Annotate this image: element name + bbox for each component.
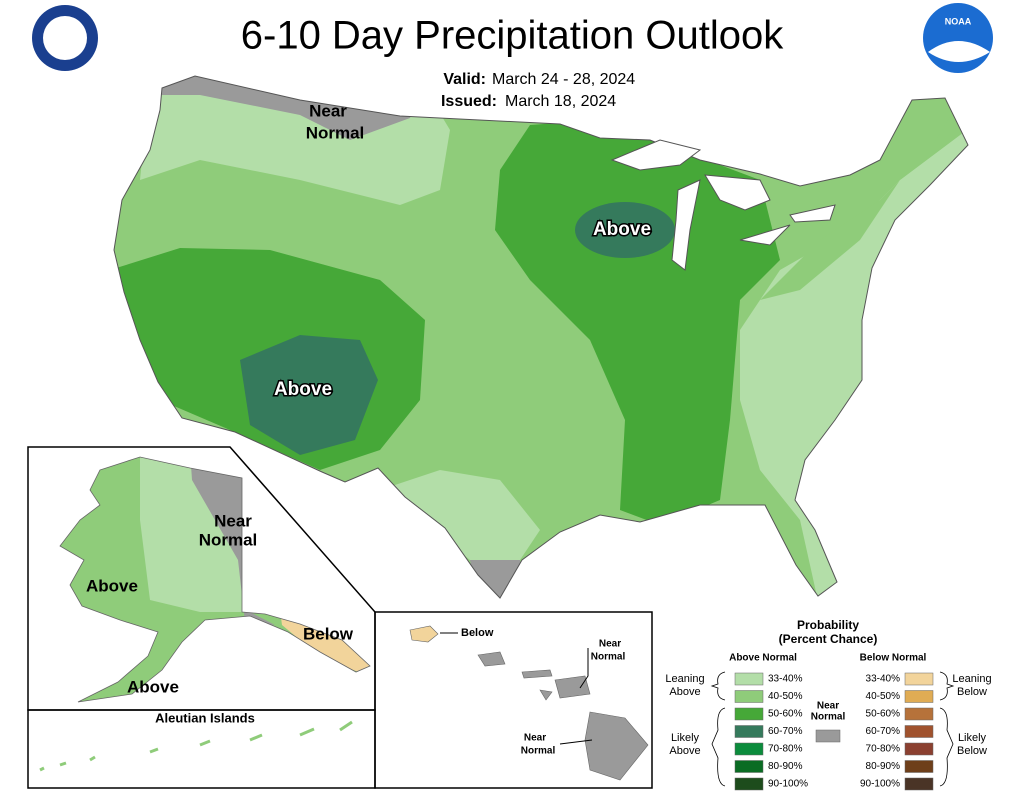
legend-swatch <box>815 729 841 743</box>
commerce-seal-inner <box>43 16 87 60</box>
legend-brace <box>710 671 955 787</box>
legend-title: (Percent Chance) <box>779 632 878 646</box>
legend-group: Likely <box>958 732 987 744</box>
hawaii-box <box>374 611 653 789</box>
issued-date: March 18, 2024 <box>505 93 616 110</box>
legend-bin-label: 80-90% <box>866 761 901 772</box>
legend-swatch <box>904 672 934 686</box>
region <box>760 100 968 300</box>
legend-bin-label: 90-100% <box>768 779 808 790</box>
legend-bin-label: 40-50% <box>768 691 803 702</box>
issued-label: Issued: <box>441 93 497 110</box>
map-label: Above <box>127 677 179 696</box>
legend-swatch <box>904 725 934 738</box>
region <box>280 610 370 680</box>
map-label: Normal <box>306 123 365 142</box>
legend-near: Near <box>817 701 839 712</box>
aleutian-title: Aleutian Islands <box>155 710 255 725</box>
legend: Probability (Percent Chance) Above Norma… <box>665 618 992 791</box>
legend-bin-label: 50-60% <box>866 709 901 720</box>
region <box>575 202 675 258</box>
map-label: Normal <box>199 530 258 549</box>
logo-text: NOAA <box>945 16 972 26</box>
legend-group: Above <box>669 686 700 698</box>
map-label: Normal <box>521 746 556 757</box>
legend-bin-label: 90-100% <box>860 779 900 790</box>
legend-swatch <box>904 742 934 756</box>
noaa-gull <box>928 41 990 62</box>
map-label: Normal <box>591 652 626 663</box>
aleutian-islands <box>39 720 353 772</box>
legend-swatch <box>734 690 764 703</box>
legend-group: Likely <box>671 732 700 744</box>
legend-swatch <box>734 777 764 791</box>
legend-bin-label: 33-40% <box>768 674 803 685</box>
alaska-map <box>60 457 370 702</box>
legend-header: Above Normal <box>729 653 797 664</box>
legend-group: Above <box>669 745 700 757</box>
legend-group: Leaning <box>952 673 991 685</box>
legend-swatch <box>734 707 764 721</box>
legend-bin-label: 80-90% <box>768 761 803 772</box>
region <box>240 335 378 455</box>
great-lakes <box>610 139 836 271</box>
legend-swatch <box>904 760 934 773</box>
leader-line <box>579 648 589 689</box>
legend-swatch <box>904 690 934 703</box>
map-label: Near <box>214 511 252 530</box>
legend-swatch <box>734 760 764 773</box>
legend-title: Probability <box>797 618 859 632</box>
legend-group: Leaning <box>665 673 704 685</box>
map-label: Above <box>593 219 651 240</box>
legend-bin-label: 70-80% <box>866 744 901 755</box>
map-label: Above <box>274 379 332 400</box>
legend-swatch <box>734 742 764 756</box>
us-outline <box>113 75 969 599</box>
legend-swatch <box>904 707 934 721</box>
map-label: Near <box>524 733 546 744</box>
map-label: Below <box>303 624 354 643</box>
island <box>409 625 439 643</box>
legend-swatch <box>734 672 764 686</box>
island <box>477 651 649 781</box>
alaska-outline <box>59 456 371 703</box>
legend-header: Below Normal <box>860 653 927 664</box>
title: 6-10 Day Precipitation Outlook <box>241 14 785 58</box>
region <box>495 120 780 525</box>
legend-bin-label: 60-70% <box>866 726 901 737</box>
valid-label: Valid: <box>443 71 486 88</box>
leader-line <box>559 739 593 745</box>
map-label: Near <box>309 101 347 120</box>
map-label: Below <box>461 627 494 639</box>
valid-dates: March 24 - 28, 2024 <box>492 71 635 88</box>
legend-group: Below <box>957 745 987 757</box>
legend-bin-label: 33-40% <box>866 674 901 685</box>
region <box>470 560 530 598</box>
noaa-logo <box>923 3 993 73</box>
legend-swatch <box>904 777 934 791</box>
legend-swatch <box>734 725 764 738</box>
legend-bin-label: 50-60% <box>768 709 803 720</box>
legend-bin-label: 60-70% <box>768 726 803 737</box>
legend-bin-label: 40-50% <box>866 691 901 702</box>
map-label: Above <box>86 576 138 595</box>
map-label: Near <box>599 639 621 650</box>
legend-near: Normal <box>811 712 846 723</box>
region <box>380 470 540 560</box>
legend-bin-label: 70-80% <box>768 744 803 755</box>
legend-group: Below <box>957 686 987 698</box>
region <box>190 457 275 625</box>
